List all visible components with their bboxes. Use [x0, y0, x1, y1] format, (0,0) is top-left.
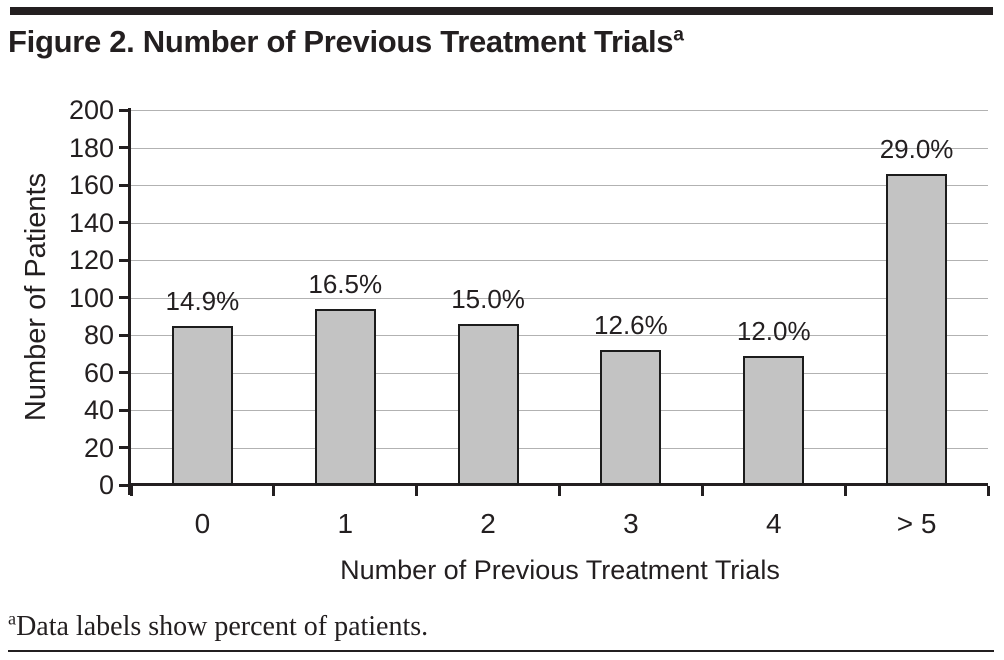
- y-tick-label-0: 0: [98, 470, 114, 500]
- plot-area: 14.9% 16.5% 15.0% 12.6% 12.0% 29.0%: [131, 110, 988, 485]
- y-tick-label-40: 40: [83, 395, 114, 425]
- bar-> 5: [886, 173, 948, 485]
- x-tick-5: [843, 486, 847, 496]
- bar-data-label-0: 14.9%: [165, 285, 240, 316]
- x-tick-label-2: 2: [480, 508, 496, 539]
- y-tick-40: [119, 408, 128, 412]
- bar-data-label-1: 16.5%: [308, 268, 383, 299]
- y-tick-140: [119, 221, 128, 224]
- gridline-y-120: [131, 260, 988, 261]
- gridline-y-20: [131, 447, 988, 449]
- x-tick-4: [700, 486, 704, 496]
- x-axis-title: Number of Previous Treatment Trials: [340, 555, 780, 585]
- figure-title-text: Figure 2. Number of Previous Treatment T…: [8, 24, 674, 59]
- y-tick-label-180: 180: [68, 132, 114, 163]
- x-tick-label-4: 4: [765, 508, 782, 539]
- x-tick-label-> 5: > 5: [896, 508, 937, 539]
- bar-3: [600, 350, 662, 485]
- figure-title-superscript: a: [673, 24, 684, 46]
- bar-chart: Number of Patients 0 20 40 60 80 100 120 140 160…: [20, 95, 990, 585]
- y-tick-200: [119, 108, 128, 112]
- y-tick-label-20: 20: [83, 432, 114, 463]
- y-tick-label-200: 200: [68, 95, 114, 125]
- bar-2: [457, 323, 519, 485]
- y-tick-60: [119, 371, 128, 374]
- y-tick-label-140: 140: [68, 207, 114, 238]
- x-tick-label-0: 0: [194, 508, 211, 539]
- y-tick-label-100: 100: [68, 282, 114, 313]
- bar-1: [314, 308, 376, 485]
- y-tick-100: [119, 296, 128, 299]
- bar-data-label-4: 12.0%: [736, 315, 811, 346]
- footnote: aData labels show percent of patients.: [8, 608, 429, 643]
- gridline-y-80: [131, 335, 988, 336]
- x-tick-3: [558, 486, 561, 496]
- y-tick-160: [119, 183, 128, 187]
- y-tick-0: [119, 483, 128, 487]
- gridline-y-40: [131, 410, 988, 411]
- y-tick-180: [119, 146, 128, 149]
- gridline-y-180: [131, 147, 988, 149]
- bottom-rule: [8, 650, 994, 652]
- y-tick-label-120: 120: [68, 245, 114, 275]
- y-tick-20: [119, 446, 128, 449]
- bar-4: [743, 355, 805, 485]
- bar-data-label-> 5: 29.0%: [879, 133, 954, 164]
- y-tick-120: [119, 258, 128, 262]
- x-tick-0: [129, 486, 133, 496]
- gridline-y-160: [131, 185, 988, 186]
- x-tick-label-3: 3: [623, 508, 639, 539]
- figure-title: Figure 2. Number of Previous Treatment T…: [8, 24, 684, 60]
- y-tick-80: [119, 333, 128, 337]
- x-axis-line: [128, 483, 988, 486]
- footnote-superscript: a: [8, 608, 17, 629]
- top-rule: [10, 7, 993, 15]
- footnote-text: Data labels show percent of patients.: [16, 611, 429, 642]
- y-tick-label-160: 160: [68, 170, 114, 200]
- x-tick-2: [415, 486, 419, 496]
- bar-data-label-2: 15.0%: [451, 283, 525, 314]
- y-tick-label-80: 80: [83, 320, 114, 350]
- y-tick-label-60: 60: [83, 357, 114, 388]
- bar-data-label-3: 12.6%: [594, 310, 668, 340]
- x-tick-6: [986, 486, 990, 496]
- gridline-y-140: [131, 222, 988, 224]
- y-axis-line: [128, 108, 131, 495]
- gridline-y-100: [131, 297, 988, 299]
- gridline-y-200: [131, 110, 988, 111]
- x-tick-label-1: 1: [337, 508, 354, 539]
- bar-0: [171, 325, 233, 485]
- gridline-y-60: [131, 372, 988, 374]
- x-tick-1: [272, 486, 276, 496]
